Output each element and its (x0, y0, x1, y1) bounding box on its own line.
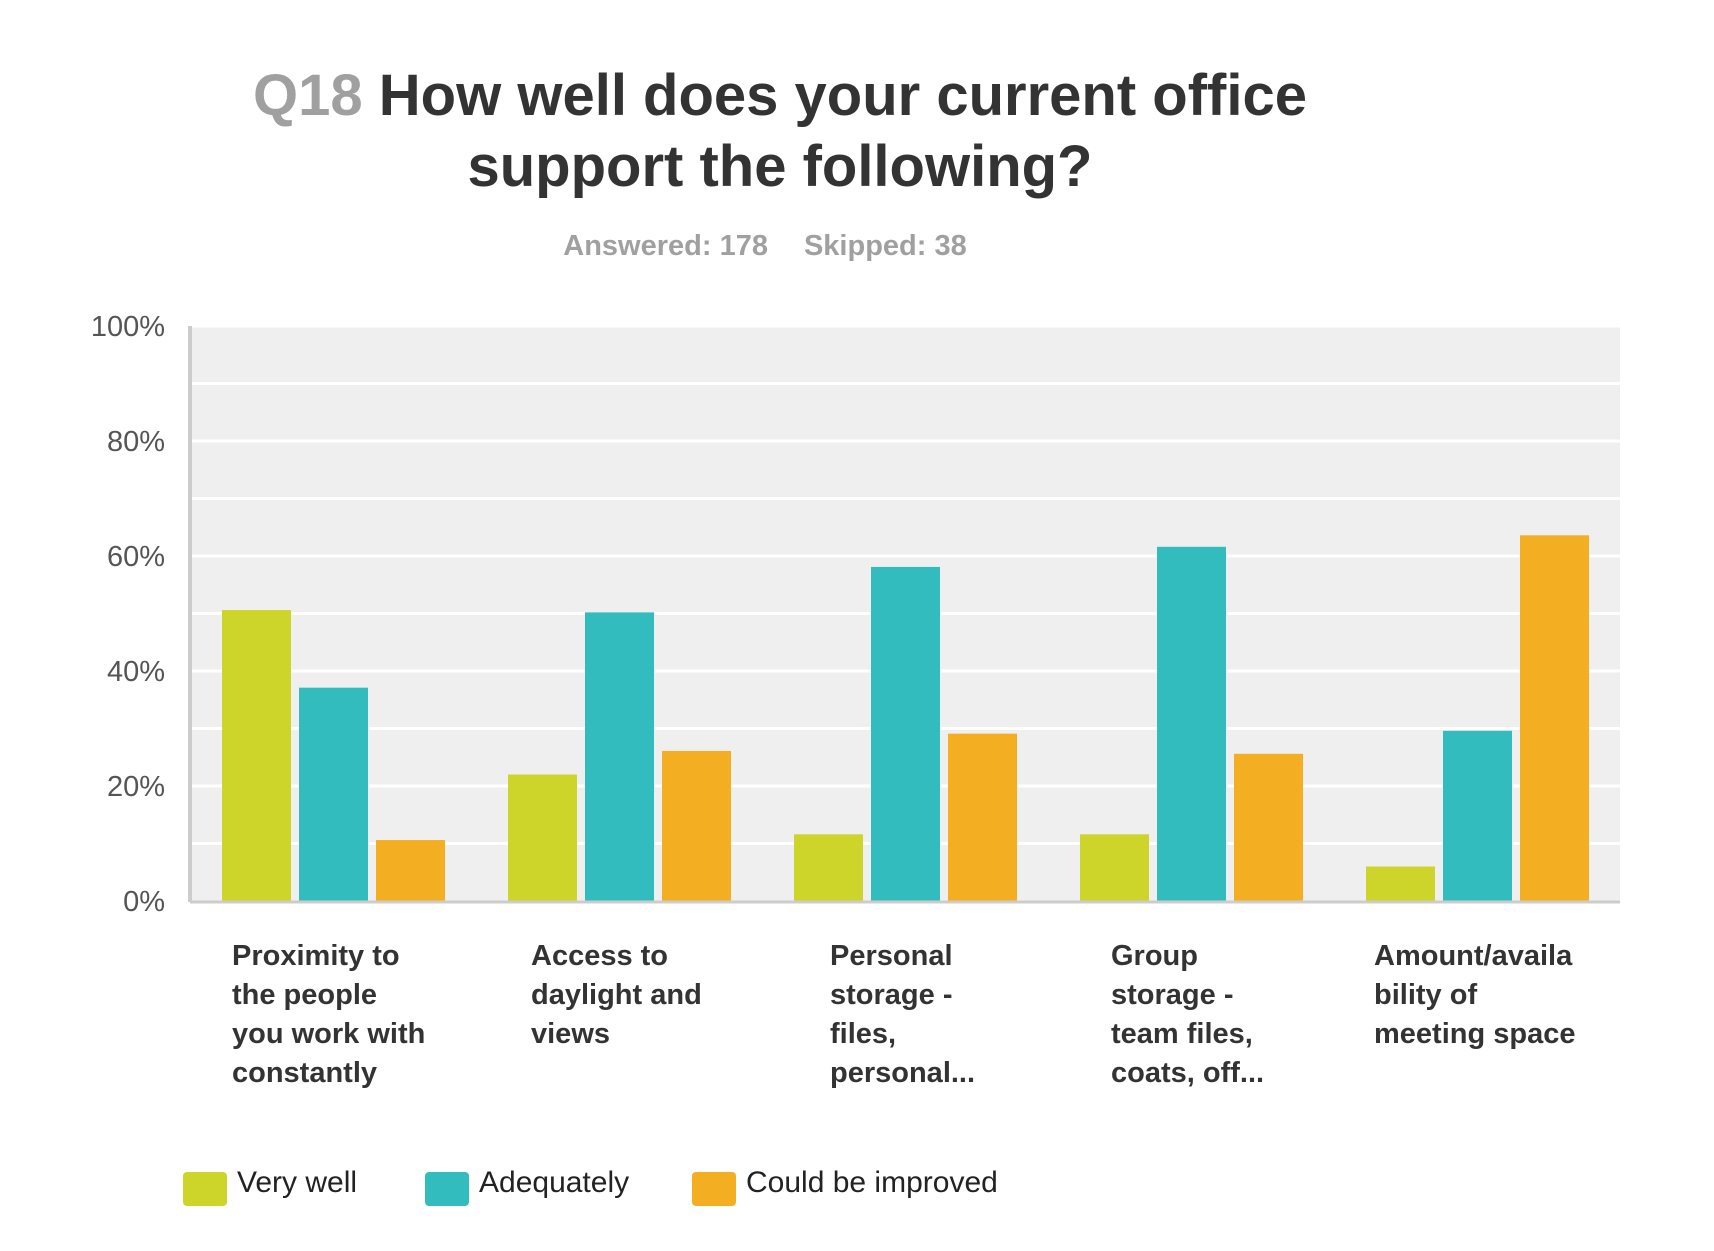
legend-label: Could be improved (746, 1166, 998, 1199)
legend-swatch (425, 1172, 469, 1206)
bar-could-be-improved-1 (376, 840, 445, 901)
bar-adequately-4 (1157, 546, 1226, 901)
bar-could-be-improved-2 (662, 750, 731, 901)
y-tick-label: 40% (107, 656, 165, 688)
legend-label: Very well (237, 1166, 358, 1199)
legend-swatch (183, 1172, 227, 1206)
question-text: How well does your current office suppor… (378, 63, 1307, 199)
x-tick-label: Personal storage - files, personal... (830, 940, 976, 1089)
y-tick-label: 0% (123, 886, 165, 918)
bar-could-be-improved-5 (1520, 535, 1589, 901)
bar-very-well-5 (1366, 866, 1435, 901)
legend-label: Adequately (479, 1166, 630, 1199)
x-tick-label: Amount/availa bility of meeting space (1374, 940, 1576, 1050)
bar-very-well-3 (794, 834, 863, 901)
bar-very-well-2 (508, 774, 577, 901)
bar-adequately-3 (871, 566, 940, 901)
y-tick-label: 80% (107, 426, 165, 458)
y-tick-label: 60% (107, 541, 165, 573)
skipped-count: Skipped: 38 (803, 230, 967, 262)
x-tick-label: Proximity to the people you work with co… (232, 940, 426, 1089)
bar-could-be-improved-4 (1234, 753, 1303, 901)
bar-adequately-5 (1443, 730, 1512, 901)
bar-very-well-1 (222, 610, 291, 901)
bar-could-be-improved-3 (948, 733, 1017, 901)
legend-swatch (692, 1172, 736, 1206)
x-tick-label: Group storage - team files, coats, off..… (1111, 940, 1265, 1089)
y-tick-label: 20% (107, 771, 165, 803)
answered-count: Answered: 178 (563, 230, 768, 262)
bar-adequately-1 (299, 687, 368, 901)
response-stats: Answered: 178 Skipped: 38 (0, 230, 1530, 263)
bar-very-well-4 (1080, 834, 1149, 901)
x-tick-label: Access to daylight and views (531, 940, 702, 1050)
bar-adequately-2 (585, 612, 654, 901)
question-number: Q18 (253, 63, 363, 128)
chart-title: Q18 How well does your current office su… (200, 60, 1360, 202)
y-tick-label: 100% (91, 311, 165, 343)
